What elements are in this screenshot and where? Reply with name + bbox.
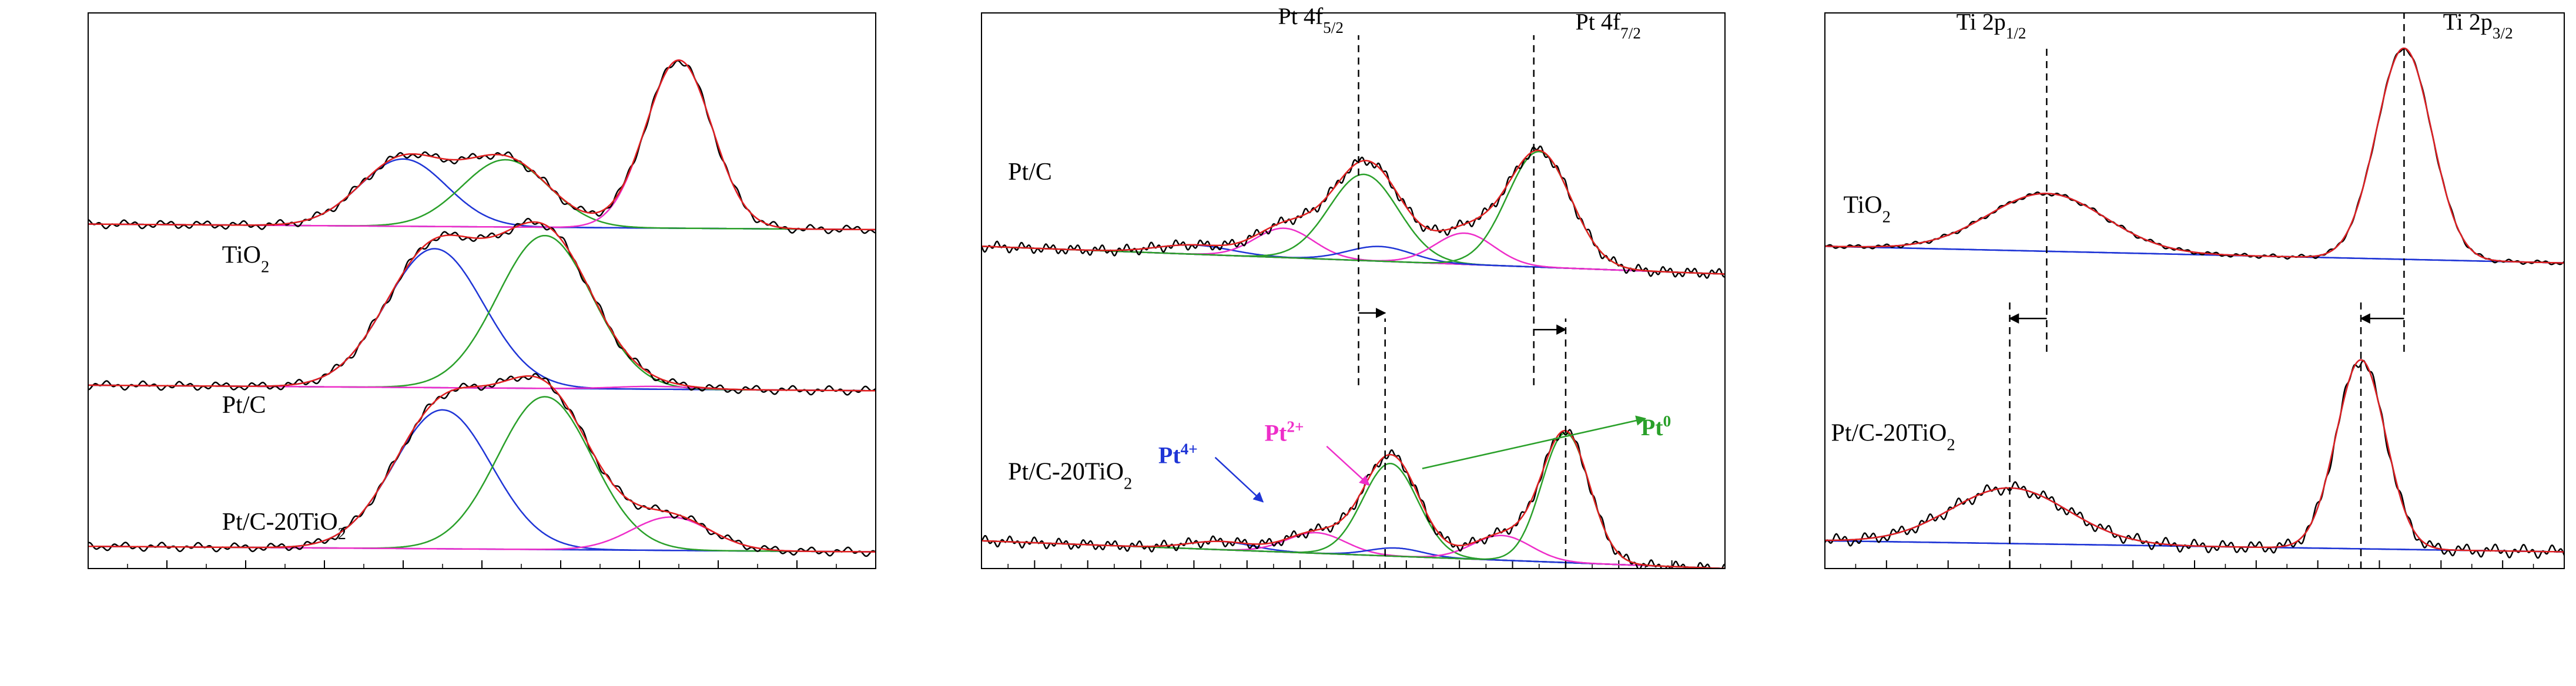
component-peak-green (982, 432, 1724, 568)
peak-label: Pt0 (1641, 412, 1671, 440)
peak-label-part: Pt 4f (1575, 8, 1620, 35)
peak-label-part: 5/2 (1323, 19, 1344, 36)
peak-label: Ti 2p3/2 (2443, 8, 2513, 42)
raw-spectrum-line (89, 59, 875, 234)
fit-envelope-line (1825, 359, 2564, 553)
component-peak-pink (89, 59, 875, 231)
component-peak-blue (89, 248, 875, 392)
trace (89, 59, 875, 234)
fit-envelope-line (89, 59, 875, 231)
plot-frame (1824, 12, 2565, 569)
peak-label-part: Ti 2p (1957, 8, 2006, 35)
trace-label-part: Pt/C-20TiO (1831, 419, 1947, 446)
trace (982, 429, 1724, 568)
annotation-arrow (1214, 456, 1264, 503)
raw-spectrum-line (89, 373, 875, 557)
trace-label-part: 2 (1124, 475, 1132, 493)
component-peak-green (89, 396, 875, 553)
peak-label-part: 7/2 (1620, 24, 1641, 42)
trace-label: Pt/C (222, 392, 266, 419)
raw-spectrum-line (1825, 48, 2564, 265)
trace-label: Pt/C (1008, 159, 1052, 186)
component-peak-blue (1825, 47, 2564, 264)
trace-label: TiO2 (222, 242, 269, 277)
fit-envelope-line (982, 430, 1724, 568)
trace-label-part: Pt/C-20TiO (1008, 459, 1124, 486)
peak-label-part: 4+ (1181, 440, 1198, 458)
peak-label-part: 2+ (1287, 418, 1304, 435)
trace-label-part: 2 (1882, 208, 1891, 226)
trace-label: Pt/C-20TiO2 (1831, 419, 1955, 454)
trace-label-part: Pt/C-20TiO (222, 509, 338, 536)
peak-label: Pt 4f5/2 (1278, 3, 1343, 36)
trace-label: Pt/C-20TiO2 (222, 509, 346, 543)
trace-label-part: 2 (261, 258, 269, 276)
peak-label-part: Pt 4f (1278, 3, 1323, 29)
trace (89, 373, 875, 557)
raw-spectrum-line (982, 429, 1724, 568)
peak-label-part: 1/2 (2006, 24, 2026, 42)
trace-label-part: Pt/C (1008, 159, 1052, 186)
fit-envelope-line (982, 149, 1724, 275)
annotation-arrow (1326, 445, 1370, 486)
component-peak-blue (89, 409, 875, 553)
trace-label: TiO2 (1843, 192, 1890, 227)
trace-label-part: 2 (338, 524, 346, 543)
plot-area (1825, 47, 2564, 559)
peak-label-part: 0 (1663, 412, 1671, 430)
fit-envelope-line (89, 375, 875, 553)
trace (1825, 47, 2564, 265)
peak-label: Pt4+ (1158, 440, 1198, 468)
annotation-arrow (1422, 415, 1647, 469)
peak-label-part: Pt (1158, 442, 1181, 468)
peak-label-part: Pt (1641, 414, 1663, 440)
peak-label: Ti 2p1/2 (1957, 8, 2026, 42)
peak-label-part: Pt (1265, 419, 1287, 446)
component-peak-green (982, 150, 1724, 275)
component-peak-blue (1825, 359, 2564, 553)
peak-label-part: Ti 2p (2443, 8, 2493, 35)
plot-area (89, 59, 875, 557)
trace-label-part: TiO (1843, 192, 1882, 219)
peak-label: Pt2+ (1265, 418, 1304, 446)
trace (89, 217, 875, 396)
component-peak-green (89, 234, 875, 392)
trace-label-part: TiO (222, 242, 261, 269)
component-peak-pink (982, 232, 1724, 275)
peak-label: Pt 4f7/2 (1575, 8, 1640, 42)
trace-label: Pt/C-20TiO2 (1008, 459, 1132, 493)
peak-label-part: 3/2 (2493, 24, 2513, 42)
fit-envelope-line (1825, 47, 2564, 264)
plot-area (982, 145, 1724, 568)
trace (982, 145, 1724, 279)
trace-label-part: 2 (1947, 436, 1955, 454)
fit-envelope-line (89, 221, 875, 392)
raw-spectrum-line (1825, 359, 2564, 559)
trace-label-part: Pt/C (222, 392, 266, 419)
raw-spectrum-line (89, 217, 875, 396)
trace (1825, 359, 2564, 559)
